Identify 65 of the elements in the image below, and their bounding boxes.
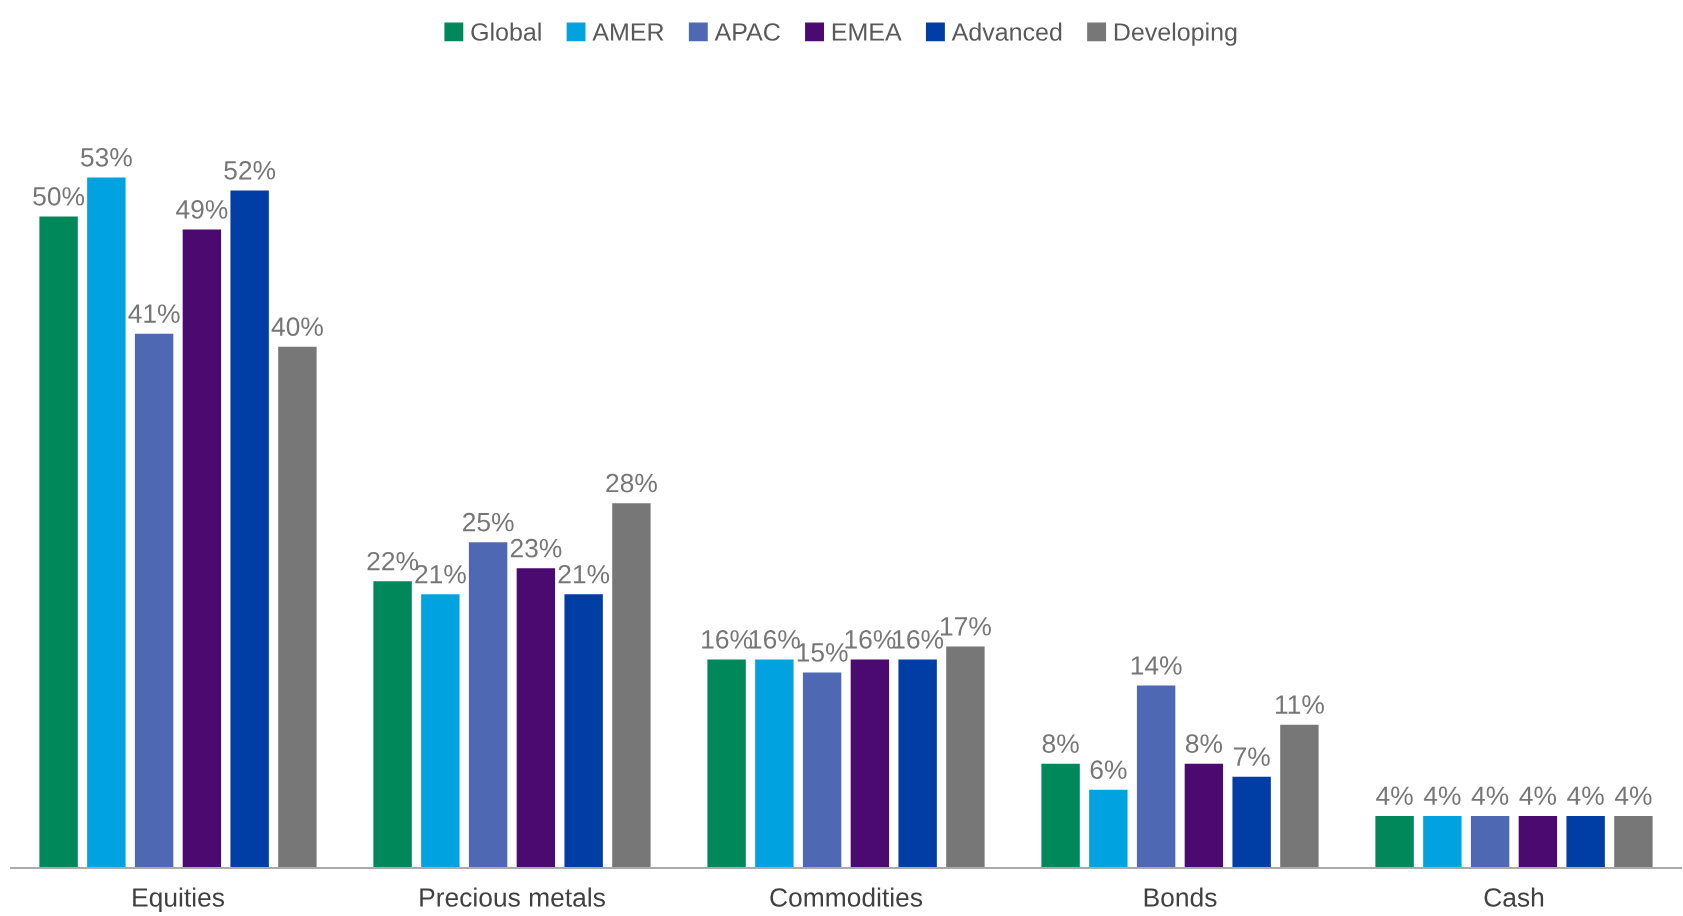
- data-label: 41%: [128, 304, 180, 323]
- bar: [1184, 763, 1224, 868]
- x-tick-label: Bonds: [1144, 887, 1217, 907]
- legend-label: Developing: [1114, 22, 1237, 46]
- data-label: 4%: [1423, 786, 1461, 805]
- x-tick-label: Cash: [1484, 887, 1544, 907]
- legend-label: APAC: [714, 23, 780, 41]
- data-label: 49%: [176, 200, 228, 219]
- bar: [946, 646, 985, 868]
- bar: [755, 659, 794, 868]
- data-label: 4%: [1614, 786, 1652, 805]
- x-tick-label: Equities: [133, 887, 224, 913]
- bar: [182, 229, 222, 868]
- data-label: 17%: [941, 617, 991, 636]
- bar: [1375, 815, 1414, 868]
- x-tick-label: Commodities: [770, 887, 923, 907]
- data-label: 8%: [1042, 734, 1079, 753]
- data-label: 40%: [271, 317, 323, 337]
- data-label: 28%: [606, 473, 657, 493]
- bar: [898, 659, 937, 868]
- data-label: 52%: [224, 160, 276, 180]
- data-label: 25%: [463, 512, 514, 532]
- data-label: 14%: [1131, 656, 1182, 675]
- bar: [802, 672, 842, 868]
- bar: [612, 503, 651, 868]
- bar: [707, 659, 746, 868]
- legend-label: Global: [471, 22, 541, 41]
- bar: [1280, 724, 1319, 868]
- data-label: 21%: [558, 564, 610, 584]
- x-tick-label: Precious metals: [420, 887, 605, 907]
- bar: [1136, 685, 1176, 868]
- bar: [278, 346, 317, 868]
- bar: [1232, 776, 1271, 868]
- bar: [564, 594, 603, 868]
- bar: [1566, 815, 1605, 868]
- bar: [850, 659, 890, 868]
- bar: [421, 594, 460, 868]
- bar: [1614, 815, 1653, 868]
- bar: [1518, 815, 1558, 868]
- bar: [39, 216, 78, 868]
- data-label: 50%: [33, 187, 85, 206]
- bar: [1423, 815, 1462, 868]
- bar: [230, 190, 269, 868]
- data-label: 4%: [1567, 786, 1604, 805]
- data-label: 4%: [1471, 786, 1509, 805]
- data-label: 11%: [1275, 695, 1324, 714]
- bar: [1470, 815, 1510, 868]
- data-label: 7%: [1233, 747, 1270, 766]
- bar: [87, 177, 126, 868]
- data-label: 8%: [1185, 734, 1223, 753]
- bar: [516, 568, 556, 868]
- data-label: 16%: [702, 630, 753, 649]
- legend-label: EMEA: [832, 23, 902, 41]
- data-label: 4%: [1376, 786, 1413, 805]
- data-label: 23%: [510, 538, 562, 558]
- bar: [1041, 763, 1080, 868]
- legend-label: Advanced: [951, 22, 1062, 41]
- data-label: 4%: [1519, 786, 1557, 805]
- bar: [134, 333, 174, 868]
- data-label: 53%: [81, 147, 132, 167]
- bar: [1089, 789, 1128, 868]
- legend-label: AMER: [592, 23, 664, 41]
- data-label: 6%: [1090, 760, 1127, 780]
- bar: [373, 581, 412, 868]
- bar: [468, 542, 508, 868]
